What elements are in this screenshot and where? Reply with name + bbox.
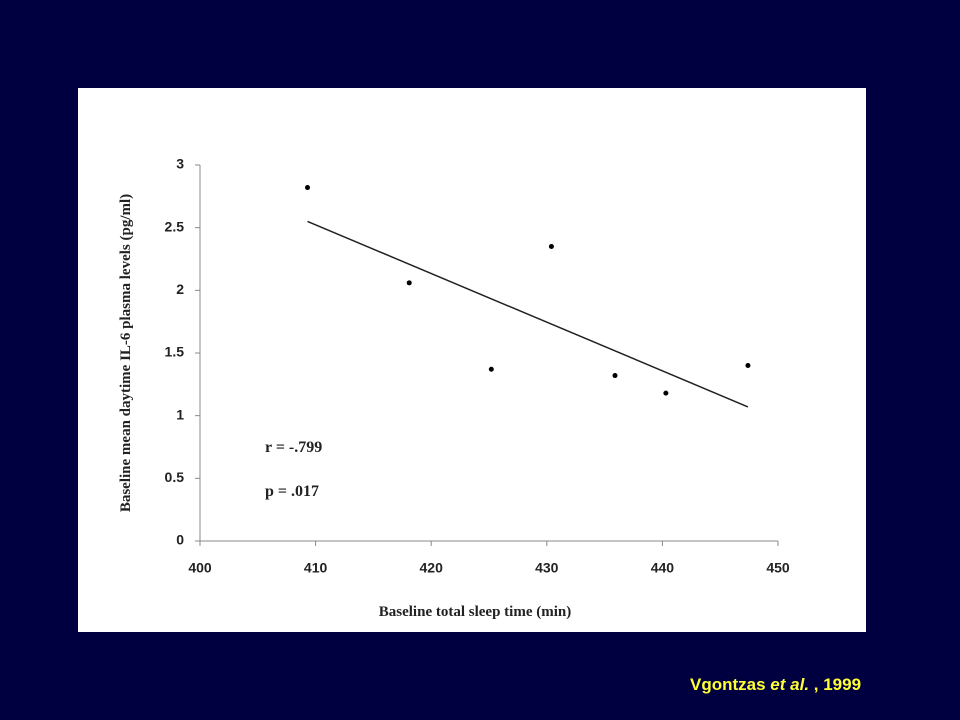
point <box>406 280 412 286</box>
point <box>663 390 669 396</box>
y-tick-label: 1 <box>176 406 184 422</box>
chart-panel <box>78 88 866 632</box>
point <box>548 243 554 249</box>
y-axis-title: Baseline mean daytime IL-6 plasma levels… <box>118 194 134 512</box>
y-tick-label: 2 <box>176 281 184 297</box>
citation-author: Vgontzas <box>690 675 766 694</box>
citation-etal: et al. <box>770 675 809 694</box>
x-tick-label: 420 <box>420 560 444 576</box>
y-tick-label: 2.5 <box>165 218 185 234</box>
y-tick-label: 1.5 <box>165 344 185 360</box>
trendline <box>307 220 749 408</box>
citation-year: , 1999 <box>814 675 861 694</box>
point <box>488 366 494 372</box>
x-tick-label: 400 <box>188 560 212 576</box>
x-tick-label: 450 <box>766 560 790 576</box>
annotation: p = .017 <box>265 483 319 500</box>
y-tick-label: 0.5 <box>165 469 185 485</box>
citation: Vgontzas et al. , 1999 <box>690 675 861 694</box>
point <box>745 363 751 369</box>
x-axis-title: Baseline total sleep time (min) <box>379 604 571 620</box>
point <box>305 185 311 191</box>
annotation: r = -.799 <box>265 439 322 456</box>
x-tick-label: 430 <box>535 560 559 576</box>
y-tick-label: 3 <box>176 156 184 172</box>
x-tick-label: 410 <box>304 560 328 576</box>
point <box>612 373 618 379</box>
x-tick-label: 440 <box>651 560 675 576</box>
y-tick-label: 0 <box>176 532 184 548</box>
